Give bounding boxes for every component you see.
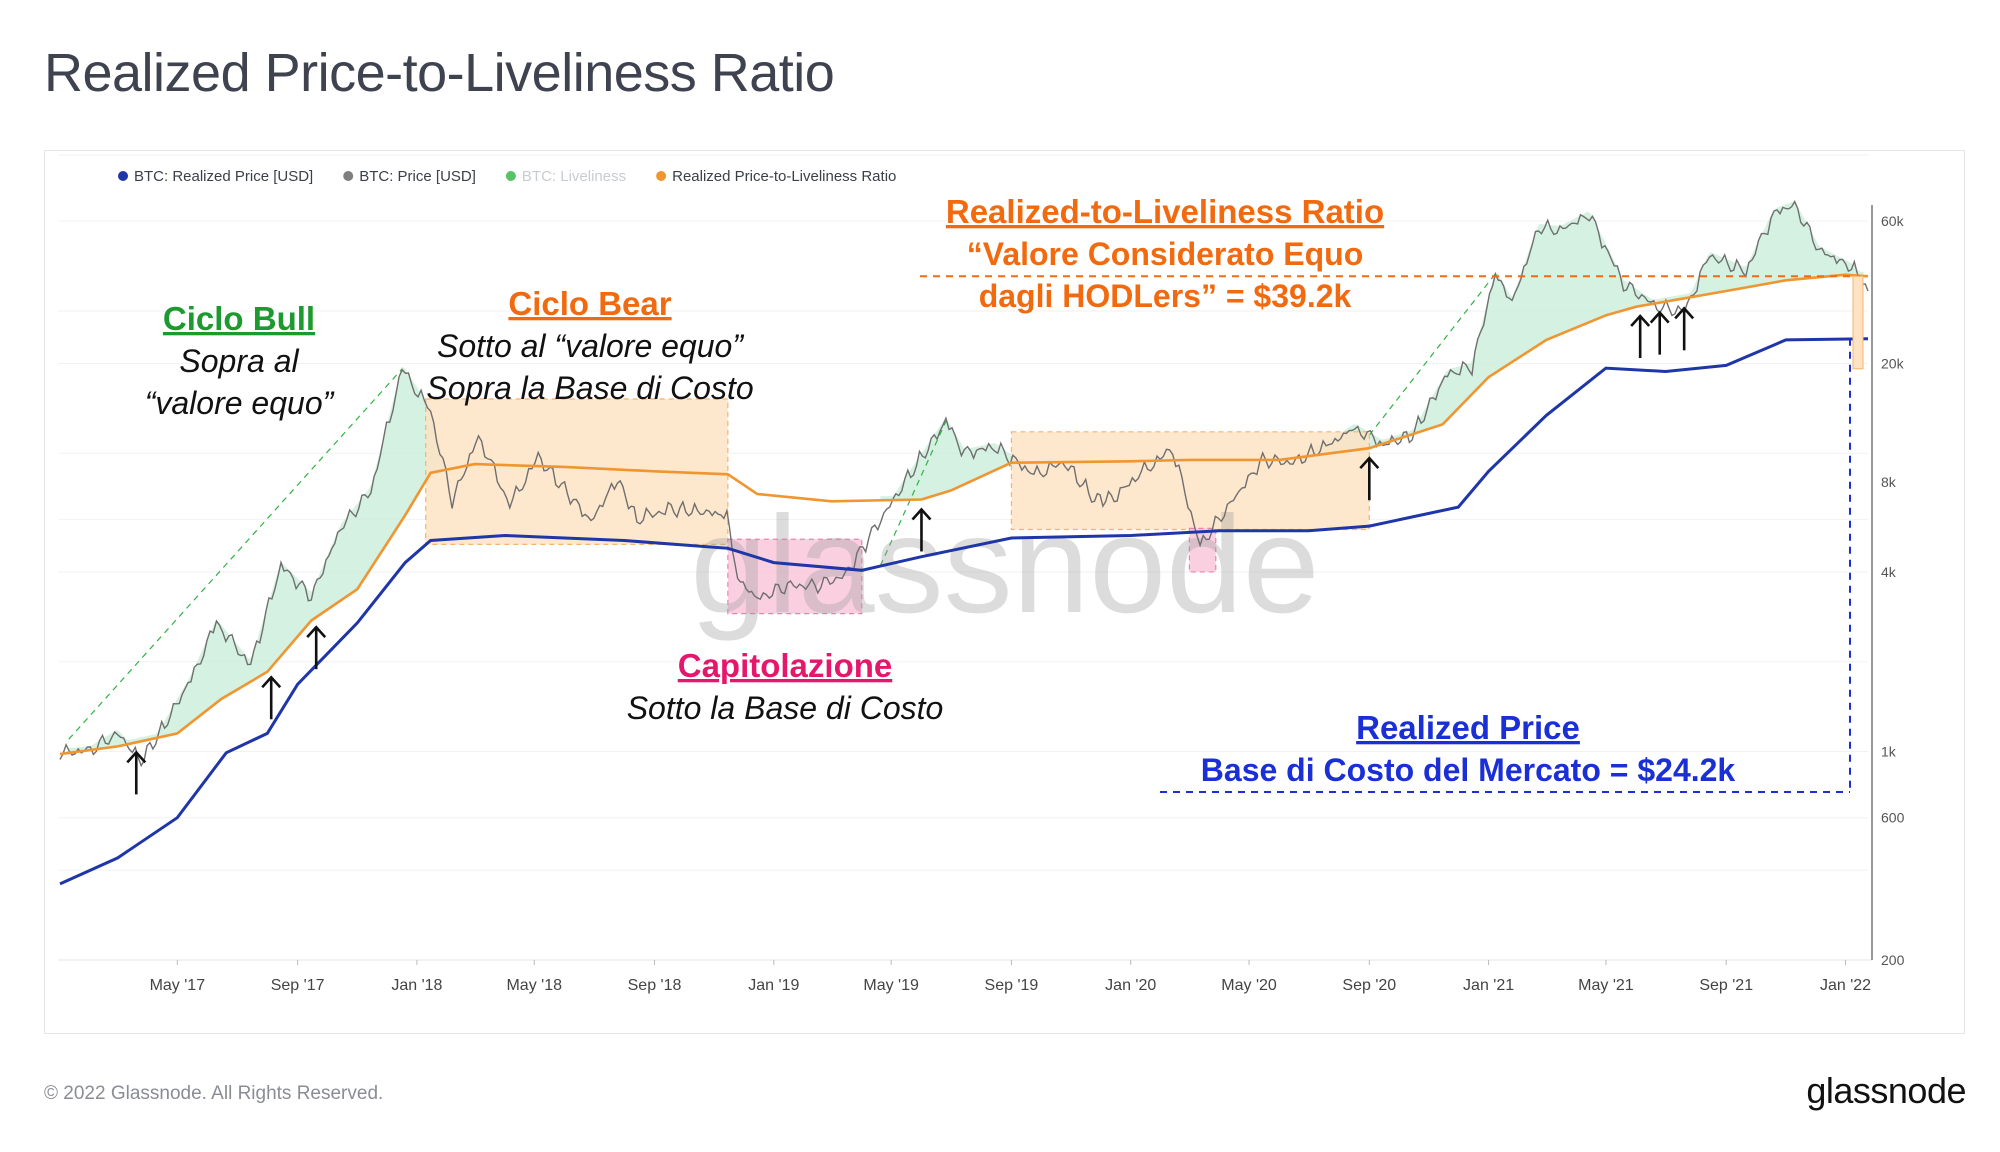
x-tick-label: May '19 — [863, 977, 919, 994]
x-tick-label: May '20 — [1221, 977, 1277, 994]
bear-line-2: Sopra la Base di Costo — [426, 370, 753, 406]
support-arrow-head — [1674, 306, 1695, 320]
regions — [68, 201, 1864, 753]
y-tick-label: 8k — [1881, 474, 1897, 490]
x-tick-label: Jan '20 — [1105, 977, 1156, 994]
support-arrow — [306, 625, 327, 670]
bear-heading: Ciclo Bear — [508, 285, 671, 322]
bull-fill — [68, 366, 447, 753]
legend-dot — [656, 171, 667, 181]
series-lines — [59, 200, 1869, 886]
y-tick-label: 1k — [1881, 744, 1897, 760]
support-arrow-head — [261, 675, 282, 689]
support-arrow-head — [911, 507, 932, 521]
support-arrow — [261, 675, 282, 720]
page-title: Realized Price-to-Liveliness Ratio — [44, 43, 835, 103]
bull-line-2: “valore equo” — [145, 385, 335, 421]
support-arrow-head — [306, 625, 327, 639]
annotation-realized: Realized Price Base di Costo del Mercato… — [1201, 709, 1736, 788]
realized-line-1: Base di Costo del Mercato = $24.2k — [1201, 752, 1736, 788]
support-arrow — [1649, 310, 1670, 355]
legend-dot — [505, 171, 516, 181]
ratio-heading: Realized-to-Liveliness Ratio — [946, 193, 1384, 230]
legend-label: BTC: Realized Price [USD] — [134, 168, 313, 185]
price-line — [59, 200, 1869, 768]
bull-envelope-line — [1368, 273, 1496, 436]
support-arrow — [1630, 314, 1651, 359]
bull-line-1: Sopra al — [179, 343, 299, 379]
legend-item[interactable]: BTC: Realized Price [USD] — [118, 168, 313, 185]
footer-logo: glassnode — [1806, 1070, 1966, 1111]
y-tick-label: 600 — [1881, 810, 1905, 826]
y-tick-label: 4k — [1881, 564, 1897, 580]
support-arrows — [126, 306, 1695, 795]
legend-item[interactable]: BTC: Price [USD] — [343, 168, 476, 185]
annotation-bear: Ciclo Bear Sotto al “valore equo” Sopra … — [426, 285, 753, 406]
x-tick-label: Sep '19 — [985, 977, 1039, 994]
support-arrow — [1359, 456, 1380, 501]
support-arrow-head — [126, 750, 147, 764]
bull-fill — [880, 418, 1025, 501]
legend-label: Realized Price-to-Liveliness Ratio — [672, 168, 896, 185]
capitulation-region — [727, 538, 863, 615]
y-tick-label: 20k — [1881, 355, 1905, 371]
legend-label: BTC: Liveliness — [522, 168, 626, 185]
gridlines — [58, 154, 1872, 961]
annotation-bull: Ciclo Bull Sopra al “valore equo” — [145, 300, 335, 421]
x-tick-label: Jan '21 — [1463, 977, 1514, 994]
x-tick-label: Sep '20 — [1342, 977, 1396, 994]
bull-fill — [1308, 201, 1864, 457]
x-tick-label: Sep '21 — [1699, 977, 1753, 994]
legend-item[interactable]: BTC: Liveliness — [505, 168, 626, 185]
chart-frame — [44, 150, 1965, 1034]
x-tick-label: Sep '17 — [271, 977, 325, 994]
realized-price-line — [59, 337, 1869, 886]
capitulation-line-1: Sotto la Base di Costo — [627, 690, 944, 726]
realized-heading: Realized Price — [1356, 709, 1580, 746]
y-tick-label: 60k — [1881, 213, 1905, 229]
legend-dot — [343, 171, 354, 181]
support-arrow — [126, 750, 147, 795]
x-tick-label: May '18 — [506, 977, 562, 994]
ratio-line-2: dagli HODLers” = $39.2k — [979, 278, 1352, 314]
x-tick-label: Sep '18 — [628, 977, 682, 994]
axes: 60k 20k 8k 4k 1k 600 200 May '17 Sep '17 Jan '18 M… — [150, 205, 1905, 994]
legend-label: BTC: Price [USD] — [359, 168, 476, 185]
legend-item[interactable]: Realized Price-to-Liveliness Ratio — [656, 168, 896, 185]
x-tick-label: Jan '19 — [748, 977, 799, 994]
guide-lines — [920, 275, 1864, 793]
capitulation-heading: Capitolazione — [678, 647, 893, 684]
x-tick-label: May '17 — [150, 977, 206, 994]
support-arrow — [1674, 306, 1695, 351]
x-tick-label: Jan '22 — [1820, 977, 1871, 994]
bull-heading: Ciclo Bull — [163, 300, 315, 337]
footer-copyright: © 2022 Glassnode. All Rights Reserved. — [44, 1083, 384, 1104]
current-gap-marker — [1852, 275, 1864, 370]
support-arrow-head — [1359, 456, 1380, 470]
support-arrow — [911, 507, 932, 552]
annotation-capitulation: Capitolazione Sotto la Base di Costo — [627, 647, 944, 726]
legend[interactable]: BTC: Realized Price [USD] BTC: Price [USD… — [118, 168, 896, 185]
x-tick-label: May '21 — [1578, 977, 1634, 994]
ratio-line-1: “Valore Considerato Equo — [967, 236, 1364, 272]
legend-dot — [118, 171, 128, 181]
bear-line-1: Sotto al “valore equo” — [437, 328, 744, 364]
bull-envelope-line — [879, 421, 947, 566]
x-tick-label: Jan '18 — [391, 977, 442, 994]
ratio-line — [59, 273, 1869, 756]
support-arrow-head — [1630, 314, 1651, 327]
annotation-ratio: Realized-to-Liveliness Ratio “Valore Con… — [946, 193, 1384, 314]
y-tick-label: 200 — [1881, 952, 1905, 968]
support-arrow-head — [1649, 310, 1670, 324]
